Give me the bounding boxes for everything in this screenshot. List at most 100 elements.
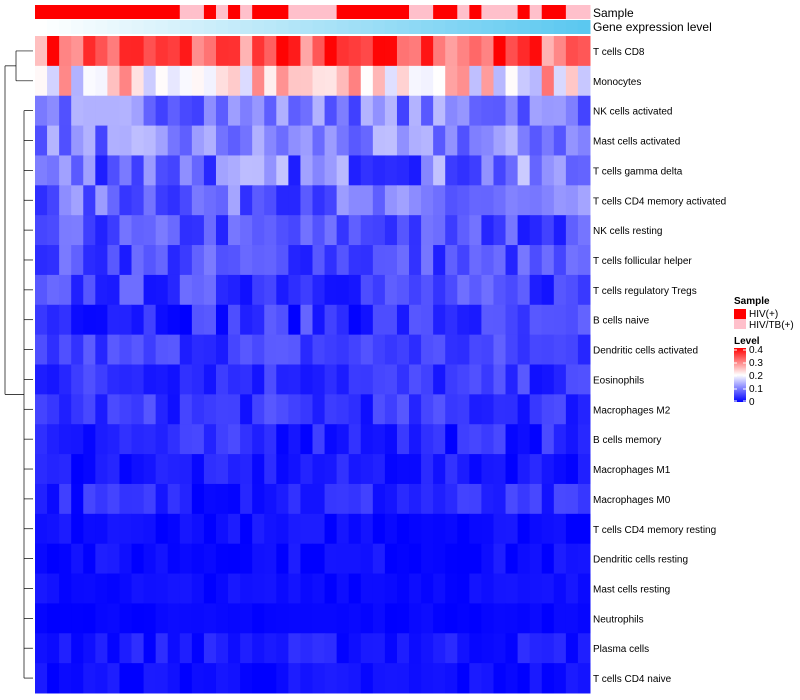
- heatmap-cell: [384, 663, 398, 694]
- heatmap-cell: [577, 274, 591, 306]
- heatmap-cell: [445, 125, 458, 156]
- heatmap-cell: [433, 394, 446, 425]
- heatmap-cell: [83, 245, 96, 276]
- heatmap-cell: [107, 633, 120, 664]
- heatmap-cell: [360, 155, 374, 186]
- heatmap-cell: [35, 394, 48, 425]
- heatmap-cell: [119, 364, 133, 395]
- heatmap-cell: [360, 245, 374, 276]
- heatmap-cell: [469, 513, 482, 545]
- heatmap-cell: [143, 95, 157, 127]
- heatmap-cell: [469, 155, 482, 186]
- heatmap-cell: [360, 483, 374, 515]
- heatmap-cell: [264, 304, 277, 336]
- heatmap-cell: [179, 304, 193, 336]
- heatmap-cell: [71, 215, 84, 246]
- heatmap-cell: [191, 543, 205, 575]
- heatmap-cell: [505, 245, 519, 276]
- heatmap-cell: [384, 573, 398, 604]
- heatmap-cell: [179, 274, 193, 306]
- heatmap-cell: [372, 245, 386, 276]
- heatmap-cell: [348, 125, 362, 156]
- heatmap-cell: [565, 274, 579, 306]
- heatmap-cell: [203, 573, 217, 604]
- heatmap-cell: [300, 573, 313, 604]
- sample-annotation-cell: [469, 5, 482, 19]
- heatmap-cell: [529, 95, 543, 127]
- heatmap-cell: [469, 573, 482, 604]
- heatmap-cell: [312, 663, 326, 694]
- sample-annotation-cell: [59, 5, 72, 19]
- heatmap-cell: [348, 364, 362, 395]
- expression-annotation-cell: [215, 20, 229, 34]
- heatmap-cell: [131, 454, 145, 485]
- heatmap-cell: [107, 573, 120, 604]
- heatmap-cell: [83, 663, 96, 694]
- heatmap-cell: [95, 155, 108, 186]
- heatmap-cell: [324, 573, 338, 604]
- heatmap-cell: [155, 364, 169, 395]
- heatmap-cell: [95, 603, 108, 634]
- heatmap-cell: [565, 215, 579, 246]
- heatmap-cell: [71, 394, 84, 425]
- expression-annotation-cell: [577, 20, 591, 34]
- heatmap-cell: [191, 185, 205, 216]
- sample-annotation-cell: [336, 5, 350, 19]
- heatmap-cell: [83, 274, 96, 306]
- heatmap-cell: [59, 663, 72, 694]
- heatmap-cell: [372, 424, 386, 455]
- heatmap-cell: [300, 155, 313, 186]
- heatmap-cell: [577, 454, 591, 485]
- heatmap-cell: [215, 215, 229, 246]
- heatmap-cell: [493, 304, 507, 336]
- heatmap-cell: [167, 483, 181, 515]
- heatmap-cell: [348, 663, 362, 694]
- heatmap-cell: [119, 334, 133, 365]
- heatmap-cells: [35, 36, 591, 694]
- heatmap-cell: [445, 394, 458, 425]
- heatmap-cell: [47, 334, 60, 365]
- heatmap-cell: [493, 483, 507, 515]
- sample-annotation-cell: [300, 5, 313, 19]
- heatmap-cell: [71, 454, 84, 485]
- heatmap-cell: [312, 454, 326, 485]
- heatmap-cell: [421, 424, 434, 455]
- heatmap-cell: [421, 125, 434, 156]
- heatmap-cell: [396, 364, 410, 395]
- heatmap-cell: [143, 483, 157, 515]
- heatmap-cell: [445, 454, 458, 485]
- heatmap-cell: [228, 513, 241, 545]
- heatmap-cell: [240, 155, 253, 186]
- expression-annotation-cell: [143, 20, 157, 34]
- heatmap-cell: [421, 394, 434, 425]
- expression-annotation-cell: [433, 20, 446, 34]
- sample-annotation-cell: [71, 5, 84, 19]
- heatmap-cell: [577, 304, 591, 336]
- row-label: Neutrophils: [593, 614, 644, 625]
- heatmap-cell: [35, 603, 48, 634]
- heatmap-cell: [517, 245, 531, 276]
- heatmap-cell: [131, 663, 145, 694]
- heatmap-cell: [481, 215, 494, 246]
- heatmap-cell: [457, 603, 470, 634]
- sample-annotation-cell: [421, 5, 434, 19]
- heatmap-cell: [336, 483, 350, 515]
- heatmap-cell: [324, 394, 338, 425]
- heatmap-cell: [505, 454, 519, 485]
- heatmap-cell: [384, 334, 398, 365]
- heatmap-cell: [457, 334, 470, 365]
- sample-annotation-cell: [324, 5, 338, 19]
- heatmap-cell: [264, 543, 277, 575]
- heatmap-cell: [348, 334, 362, 365]
- heatmap-cell: [517, 125, 531, 156]
- heatmap-cell: [240, 633, 253, 664]
- heatmap-cell: [71, 633, 84, 664]
- heatmap-cell: [481, 274, 494, 306]
- heatmap-cell: [95, 36, 108, 67]
- heatmap-cell: [517, 424, 531, 455]
- heatmap-cell: [541, 633, 555, 664]
- heatmap-cell: [421, 95, 434, 127]
- expression-annotation-cell: [288, 20, 301, 34]
- heatmap-cell: [203, 454, 217, 485]
